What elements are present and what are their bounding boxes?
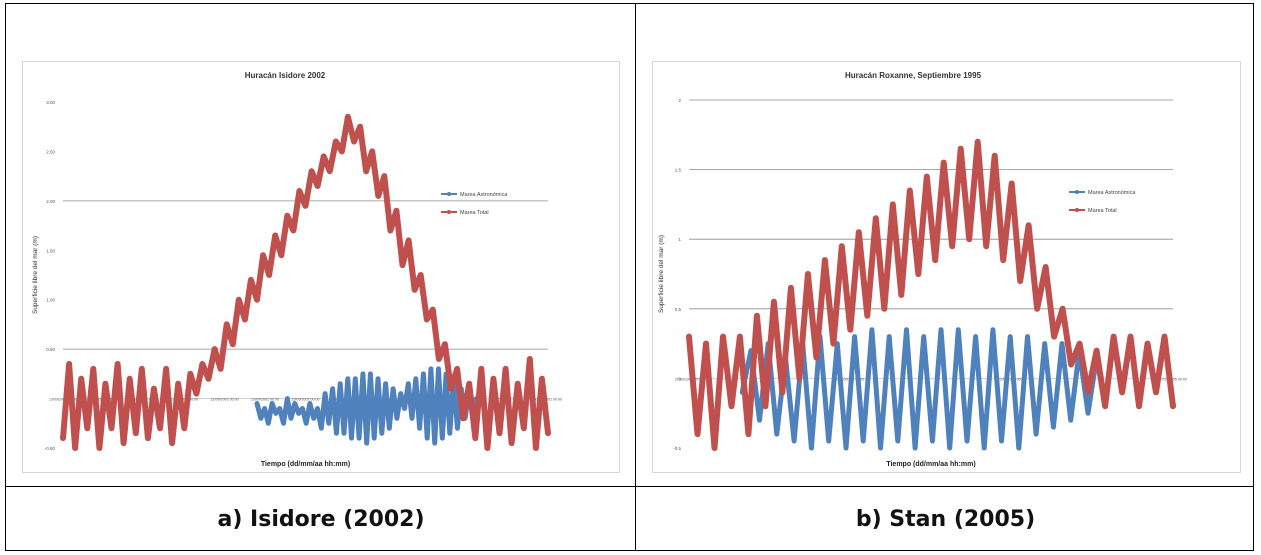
legend-label: Marea Astronómica [1088, 190, 1136, 196]
y-tick-label: 1.00 [46, 298, 55, 303]
caption-left: a) Isidore (2002) [217, 507, 425, 532]
legend-marker [1075, 208, 1079, 212]
legend-marker [447, 192, 451, 196]
y-tick-label: 1 [678, 237, 681, 242]
x-tick-label: 19/09/2002 00:00 [170, 398, 198, 402]
y-tick-label: -0.50 [45, 446, 56, 451]
series-line [686, 138, 1176, 451]
y-tick-label: -0.5 [673, 446, 681, 451]
y-tick-label: 2.50 [46, 149, 55, 154]
chart-isidore: Huracán Isidore 2002 -0.50 0.50 1.00 1.50 2.0… [32, 71, 562, 468]
legend-marker [447, 210, 451, 214]
chart-title: Huracán Isidore 2002 [245, 71, 326, 80]
legend-label: Marea Total [460, 210, 489, 216]
x-axis-label: Tiempo (dd/mm/aa hh:mm) [261, 461, 350, 468]
y-tick-label: 1.50 [46, 248, 55, 253]
legend-marker [1075, 190, 1079, 194]
legend-label: Marea Astronómica [460, 192, 508, 198]
y-tick-label: 0.5 [675, 307, 682, 312]
y-axis-label: Superficie libre del mar (m) [658, 235, 665, 313]
figure-cell-right: Huracán Roxanne, Septiembre 1995 -0.5 0 0.5… [636, 4, 1255, 550]
x-tick-label: 21/09/2002 00:00 [211, 398, 239, 402]
x-tick-label: 25/09/2002 00:00 [292, 398, 320, 402]
series-line [254, 366, 483, 446]
y-tick-label: 2 [678, 98, 681, 103]
x-tick-label: 23/09/2002 00:00 [251, 398, 279, 402]
y-tick-label: 0 [678, 376, 681, 381]
y-tick-label: 3.00 [46, 100, 55, 105]
y-tick-label: 1.5 [675, 168, 682, 173]
caption-right: b) Stan (2005) [855, 507, 1036, 532]
figure-cell-left: Huracán Isidore 2002 -0.50 0.50 1.00 1.50 2.0… [6, 4, 636, 550]
legend-label: Marea Total [1088, 208, 1117, 214]
y-tick-label: 0.50 [46, 347, 55, 352]
chart-panel-right: Huracán Roxanne, Septiembre 1995 -0.5 0 0.5… [652, 61, 1241, 473]
x-tick-label: 20/09/1995 00:00 [675, 377, 703, 381]
figure-frame: Huracán Isidore 2002 -0.50 0.50 1.00 1.50 2.0… [5, 3, 1254, 551]
table-divider [6, 486, 1253, 487]
y-axis-label: Superficie libre del mar (m) [32, 236, 39, 314]
chart-title: Huracán Roxanne, Septiembre 1995 [845, 71, 982, 80]
x-tick-label: 13/09/2002 00:00 [49, 398, 77, 402]
series-line [60, 113, 551, 451]
x-tick-label: 07/10/2002 00:00 [534, 398, 562, 402]
y-tick-label: 2.00 [46, 199, 55, 204]
x-tick-label: 07/11/1995 00:00 [1159, 377, 1187, 381]
chart-roxanne: Huracán Roxanne, Septiembre 1995 -0.5 0 0.5… [658, 71, 1187, 468]
chart-panel-left: Huracán Isidore 2002 -0.50 0.50 1.00 1.50 2.0… [22, 61, 620, 473]
x-axis-label: Tiempo (dd/mm/aa hh:mm) [886, 461, 975, 468]
